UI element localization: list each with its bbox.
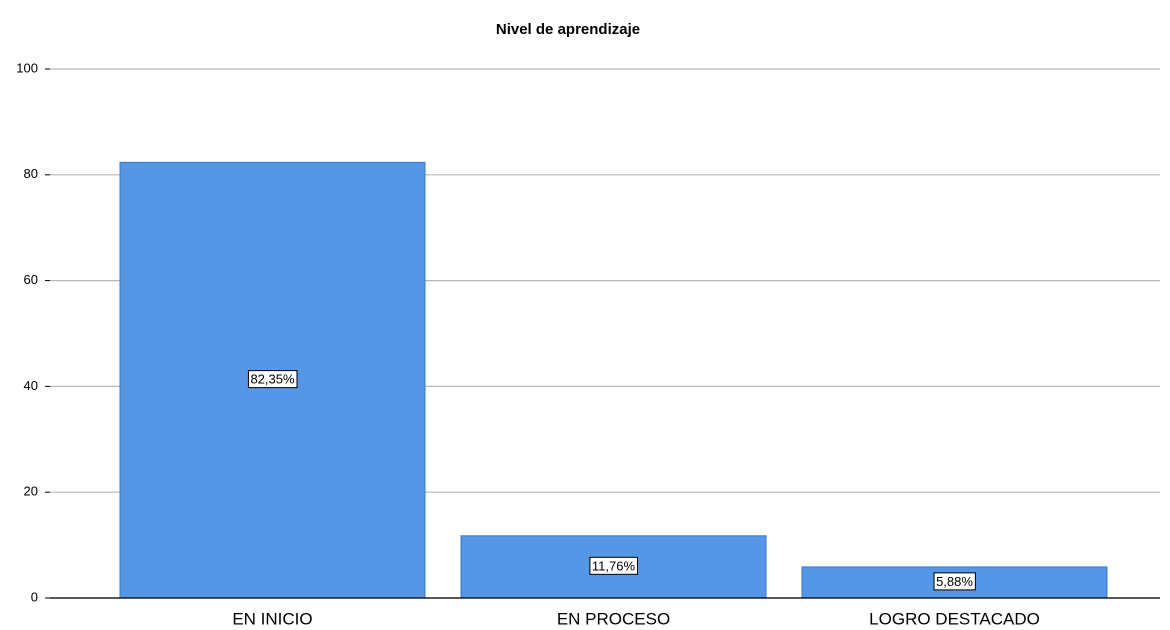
value-label-box (247, 370, 298, 389)
value-label-box (589, 556, 638, 575)
y-tick-label: 60 (24, 272, 38, 287)
value-label: 5,88% (936, 574, 973, 589)
x-tick-label: EN INICIO (232, 609, 312, 628)
y-tick-label: 20 (24, 484, 38, 499)
value-label: 11,76% (592, 558, 636, 573)
value-label-box (933, 572, 976, 591)
y-tick-label: 40 (24, 378, 38, 393)
x-tick-label: EN PROCESO (557, 609, 670, 628)
chart-title: Nivel de aprendizaje (496, 21, 640, 38)
y-tick-label: 100 (16, 60, 38, 75)
y-tick-label: 80 (24, 166, 38, 181)
value-label: 82,35% (250, 372, 295, 387)
x-tick-label: LOGRO DESTACADO (869, 609, 1040, 628)
y-tick-label: 0 (31, 589, 38, 604)
